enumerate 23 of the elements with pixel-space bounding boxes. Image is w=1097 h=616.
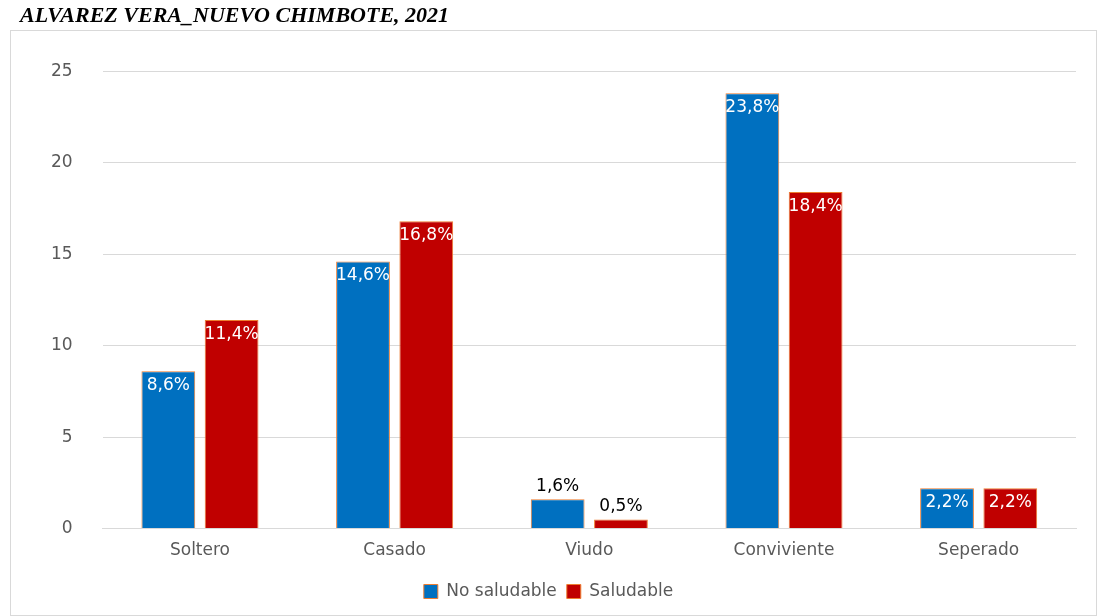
data-label: 8,6%: [146, 374, 190, 395]
legend-label: Saludable: [589, 579, 674, 600]
data-label: 2,2%: [925, 491, 969, 512]
data-label: 2,2%: [988, 491, 1032, 512]
x-tick-label: Conviviente: [733, 539, 835, 560]
data-label: 1,6%: [536, 475, 580, 496]
data-label: 0,5%: [599, 495, 643, 516]
data-label: 11,4%: [204, 322, 259, 343]
y-tick-label: 20: [50, 151, 73, 172]
x-tick-label: Seperado: [938, 539, 1020, 560]
x-tick-label: Casado: [363, 539, 427, 560]
legend-label: No saludable: [446, 579, 557, 600]
chart-title: ALVAREZ VERA_NUEVO CHIMBOTE, 2021: [18, 1, 451, 29]
data-label: 14,6%: [336, 264, 391, 285]
data-label: 18,4%: [788, 194, 843, 215]
y-tick-label: 25: [50, 59, 73, 80]
data-label: 16,8%: [399, 224, 454, 245]
y-tick-label: 5: [61, 425, 73, 446]
y-tick-label: 0: [61, 517, 73, 538]
y-tick-label: 10: [50, 334, 73, 355]
x-tick-label: Viudo: [565, 539, 614, 560]
y-tick-label: 15: [50, 242, 73, 263]
x-tick-label: Soltero: [169, 539, 230, 560]
